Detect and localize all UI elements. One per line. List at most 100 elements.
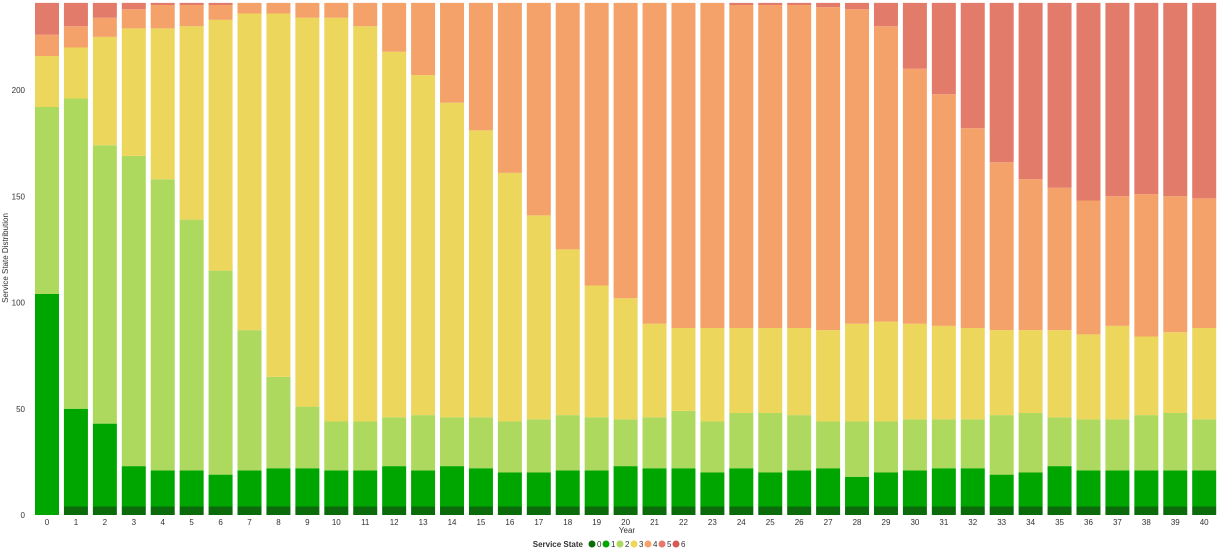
bar-segment-year-23-state-3 — [700, 328, 725, 422]
bar-segment-year-10-state-1 — [324, 470, 349, 507]
bar-segment-year-15-state-4 — [468, 2, 493, 131]
bar-segment-year-6-state-5 — [208, 2, 233, 5]
bar-segment-year-4-state-5 — [150, 2, 175, 5]
y-axis: 0 50 100 150 200 — [12, 86, 26, 520]
bar-segment-year-11-state-0 — [353, 506, 378, 515]
legend-swatch-3 — [630, 540, 638, 548]
bar-segment-year-33-state-4 — [989, 162, 1014, 331]
x-tick-label: 16 — [505, 518, 514, 527]
x-tick-label: 35 — [1055, 518, 1064, 527]
bar-segment-year-19-state-3 — [584, 285, 609, 418]
bar-segment-year-25-state-0 — [758, 506, 783, 515]
bar-segment-year-20-state-3 — [613, 298, 638, 420]
bar-segment-year-30-state-5 — [902, 2, 927, 69]
x-tick-label: 24 — [737, 518, 746, 527]
x-tick-label: 13 — [419, 518, 428, 527]
legend-label-1: 1 — [611, 540, 616, 549]
bar-segment-year-18-state-3 — [555, 249, 580, 416]
bar-segment-year-14-state-2 — [440, 417, 465, 467]
bar-segment-year-5-state-5 — [179, 2, 204, 5]
bar-segment-year-0-state-3 — [35, 56, 59, 107]
bar-segment-year-19-state-2 — [584, 417, 609, 471]
legend-label-5: 5 — [667, 540, 672, 549]
bar-segment-year-39-state-1 — [1163, 470, 1188, 507]
bar-segment-year-17-state-2 — [526, 419, 551, 473]
bar-segment-year-2-state-1 — [92, 423, 117, 507]
bar-segment-year-35-state-2 — [1047, 417, 1072, 467]
bar-segment-year-10-state-2 — [324, 421, 349, 471]
bar-segment-year-32-state-3 — [960, 328, 985, 420]
bar-segment-year-13-state-3 — [411, 75, 436, 416]
bar-segment-year-28-state-5 — [845, 2, 870, 10]
bar-segment-year-12-state-2 — [382, 417, 407, 467]
bar-segment-year-40-state-0 — [1192, 506, 1217, 515]
bar-segment-year-6-state-4 — [208, 5, 233, 20]
bar-segment-year-5-state-1 — [179, 470, 204, 507]
bar-segment-year-21-state-0 — [642, 506, 667, 515]
legend-label-2: 2 — [625, 540, 630, 549]
bar-segment-year-3-state-2 — [121, 155, 146, 467]
bar-segment-year-24-state-1 — [729, 468, 754, 507]
bar-segment-year-32-state-4 — [960, 128, 985, 328]
bar-segment-year-37-state-1 — [1105, 470, 1130, 507]
bar-segment-year-26-state-5 — [787, 2, 812, 5]
x-tick-label: 1 — [74, 518, 79, 527]
x-tick-label: 32 — [968, 518, 977, 527]
bar-segment-year-16-state-2 — [497, 421, 522, 473]
bar-segment-year-33-state-5 — [989, 2, 1014, 163]
bar-segment-year-29-state-4 — [873, 26, 898, 322]
bar-segment-year-4-state-4 — [150, 5, 175, 29]
bar-segment-year-22-state-3 — [671, 328, 696, 411]
bar-segment-year-31-state-1 — [931, 468, 956, 507]
bar-segment-year-6-state-1 — [208, 474, 233, 507]
bar-segment-year-12-state-3 — [382, 51, 407, 418]
bar-segment-year-11-state-2 — [353, 421, 378, 471]
bar-segment-year-34-state-2 — [1018, 413, 1043, 473]
bar-segment-year-34-state-0 — [1018, 506, 1043, 515]
bar-segment-year-9-state-0 — [295, 506, 320, 515]
bar-segment-year-33-state-2 — [989, 415, 1014, 475]
bar-segment-year-31-state-3 — [931, 325, 956, 420]
bar-segment-year-25-state-2 — [758, 413, 783, 473]
bar-segment-year-14-state-0 — [440, 506, 465, 515]
bar-segment-year-32-state-0 — [960, 506, 985, 515]
bar-segment-year-14-state-3 — [440, 102, 465, 418]
bar-segment-year-2-state-0 — [92, 506, 117, 515]
bar-segment-year-6-state-2 — [208, 270, 233, 475]
bar-segment-year-31-state-0 — [931, 506, 956, 515]
bar-segment-year-3-state-1 — [121, 466, 146, 507]
bar-segment-year-40-state-2 — [1192, 419, 1217, 471]
bar-segment-year-21-state-4 — [642, 2, 667, 324]
x-tick-label: 28 — [853, 518, 862, 527]
bar-segment-year-16-state-3 — [497, 172, 522, 422]
bar-segment-year-38-state-4 — [1134, 194, 1159, 337]
bar-segment-year-19-state-1 — [584, 470, 609, 507]
x-tick-label: 7 — [247, 518, 252, 527]
y-tick-label: 200 — [12, 86, 26, 95]
bar-segment-year-2-state-3 — [92, 36, 117, 146]
y-tick-label: 100 — [12, 299, 26, 308]
x-tick-label: 23 — [708, 518, 717, 527]
bar-segment-year-36-state-5 — [1076, 2, 1101, 201]
x-tick-label: 25 — [766, 518, 775, 527]
bar-segment-year-32-state-5 — [960, 2, 985, 129]
bar-segment-year-29-state-0 — [873, 506, 898, 515]
bar-segment-year-9-state-2 — [295, 406, 320, 469]
bar-segment-year-15-state-3 — [468, 130, 493, 418]
bar-segment-year-16-state-1 — [497, 472, 522, 507]
bar-segment-year-36-state-1 — [1076, 470, 1101, 507]
bar-segment-year-5-state-0 — [179, 506, 204, 515]
bar-segment-year-40-state-5 — [1192, 2, 1217, 199]
x-tick-label: 26 — [795, 518, 804, 527]
bar-segment-year-36-state-0 — [1076, 506, 1101, 515]
bars-layer — [35, 2, 1217, 515]
bar-segment-year-28-state-1 — [845, 476, 870, 507]
bar-segment-year-31-state-2 — [931, 419, 956, 469]
bar-segment-year-32-state-1 — [960, 468, 985, 507]
bar-segment-year-25-state-1 — [758, 472, 783, 507]
bar-segment-year-25-state-4 — [758, 5, 783, 328]
bar-segment-year-27-state-3 — [816, 330, 841, 422]
x-tick-label: 12 — [390, 518, 399, 527]
